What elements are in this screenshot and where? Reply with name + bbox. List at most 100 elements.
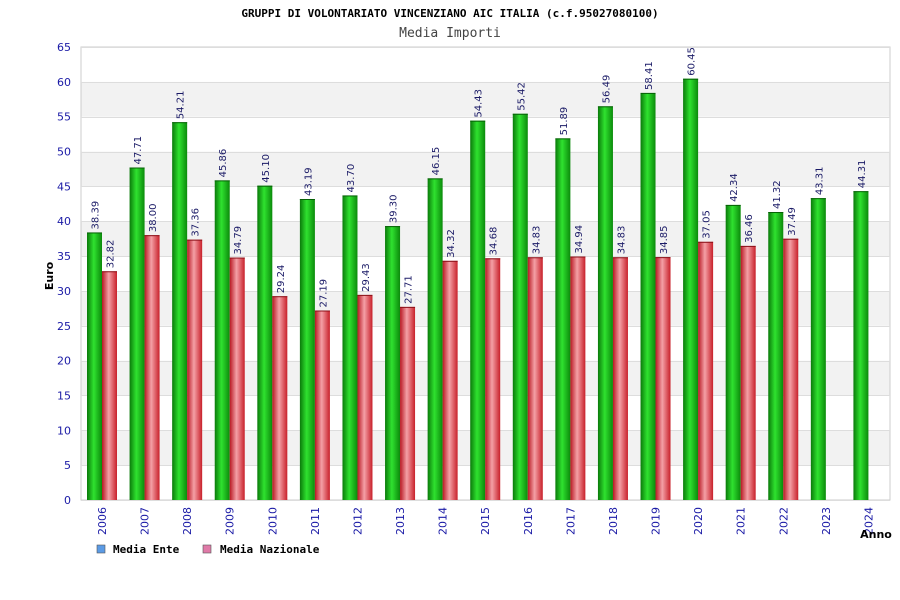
y-tick-label: 40 [57, 215, 71, 228]
data-label: 56.49 [601, 75, 612, 104]
x-tick-label: 2009 [224, 507, 237, 535]
bars-group [87, 78, 869, 501]
x-tick-label: 2022 [777, 507, 790, 535]
bar-media-ente [172, 122, 188, 500]
x-tick-label: 2015 [479, 507, 492, 535]
bar-media-ente [810, 198, 826, 501]
bar-media-nazionale [698, 241, 714, 501]
grid-band [81, 151, 890, 187]
data-label: 27.71 [404, 275, 415, 304]
bar-media-nazionale [527, 257, 543, 500]
bar-media-nazionale [314, 310, 330, 500]
bar-media-ente [385, 226, 401, 500]
value-labels: 38.39 32.82 47.71 38.00 54.21 37.36 45.86 34.79… [91, 47, 868, 307]
data-label: 38.00 [148, 204, 159, 233]
x-tick-label: 2011 [309, 507, 322, 535]
bar-media-nazionale [357, 294, 373, 500]
data-label: 37.49 [787, 207, 798, 236]
x-tick-label: 2018 [607, 507, 620, 535]
data-label: 27.19 [318, 279, 329, 308]
data-label: 43.70 [346, 164, 357, 193]
bar-media-ente [427, 178, 443, 500]
data-label: 29.43 [361, 263, 372, 292]
data-label: 37.05 [702, 210, 713, 239]
legend-label-media-ente: Media Ente [113, 543, 180, 556]
x-tick-label: 2013 [394, 507, 407, 535]
data-label: 45.10 [261, 154, 272, 183]
bar-media-ente [342, 195, 358, 500]
data-label: 38.39 [91, 201, 102, 230]
y-tick-label: 15 [57, 389, 71, 402]
bar-media-nazionale [400, 306, 416, 500]
legend-swatch-media-ente [96, 544, 106, 554]
data-label: 32.82 [106, 240, 117, 269]
x-tick-label: 2012 [351, 507, 364, 535]
x-axis-ticks: 2006 2007 2008 2009 2010 2011 2012 2013 2014 2015… [96, 507, 875, 535]
y-tick-label: 20 [57, 355, 71, 368]
bar-media-nazionale [144, 235, 160, 500]
y-tick-label: 65 [57, 41, 71, 54]
data-label: 45.86 [218, 149, 229, 178]
bar-media-ente [640, 92, 656, 500]
bar-media-nazionale [740, 245, 756, 500]
y-tick-label: 45 [57, 180, 71, 193]
y-tick-label: 25 [57, 320, 71, 333]
x-tick-label: 2024 [862, 507, 875, 535]
bar-media-ente [853, 191, 869, 500]
data-label: 55.42 [516, 82, 527, 111]
data-label: 39.30 [389, 194, 400, 223]
data-label: 41.32 [772, 180, 783, 209]
bar-media-ente [470, 120, 486, 501]
data-label: 43.31 [814, 167, 825, 196]
data-label: 34.79 [233, 226, 244, 255]
data-label: 43.19 [303, 167, 314, 196]
y-tick-label: 0 [64, 494, 71, 507]
y-axis-title: Euro [43, 261, 56, 290]
x-tick-label: 2016 [522, 507, 535, 535]
data-label: 42.34 [729, 173, 740, 202]
bar-media-nazionale [570, 256, 586, 500]
data-label: 34.83 [531, 226, 542, 255]
x-tick-label: 2021 [735, 507, 748, 535]
legend: Media Ente Media Nazionale [96, 543, 320, 556]
bar-media-nazionale [783, 238, 799, 500]
x-tick-label: 2020 [692, 507, 705, 535]
bar-media-ente [129, 167, 145, 501]
y-tick-label: 50 [57, 146, 71, 159]
data-label: 34.85 [659, 225, 670, 254]
y-tick-label: 60 [57, 76, 71, 89]
bar-media-nazionale [655, 257, 671, 500]
bar-media-nazionale [102, 271, 117, 500]
x-tick-label: 2007 [139, 507, 152, 535]
y-tick-label: 55 [57, 111, 71, 124]
x-tick-label: 2008 [181, 507, 194, 535]
bar-media-nazionale [272, 296, 288, 500]
y-tick-label: 35 [57, 250, 71, 263]
chart-title: GRUPPI DI VOLONTARIATO VINCENZIANO AIC I… [241, 7, 658, 20]
data-label: 34.83 [616, 226, 627, 255]
bar-media-ente [597, 106, 613, 500]
data-label: 34.68 [489, 227, 500, 256]
y-tick-label: 5 [64, 459, 71, 472]
x-tick-label: 2019 [650, 507, 663, 535]
bar-media-ente [299, 198, 315, 501]
data-label: 46.15 [431, 147, 442, 176]
data-label: 54.43 [474, 89, 485, 118]
grid-band [81, 47, 890, 82]
data-label: 34.94 [574, 225, 585, 254]
bar-media-nazionale [229, 257, 245, 500]
data-label: 36.46 [744, 214, 755, 243]
bar-media-nazionale [187, 239, 203, 501]
bar-media-ente [214, 180, 230, 500]
bar-media-ente [555, 138, 571, 500]
bar-media-ente [683, 78, 699, 501]
x-tick-label: 2010 [266, 507, 279, 535]
bar-media-ente [512, 113, 528, 500]
x-tick-label: 2023 [820, 507, 833, 535]
bar-media-nazionale [442, 260, 458, 500]
data-label: 29.24 [276, 265, 287, 294]
x-tick-label: 2017 [564, 507, 577, 535]
bar-media-ente [87, 232, 102, 500]
data-label: 58.41 [644, 61, 655, 90]
